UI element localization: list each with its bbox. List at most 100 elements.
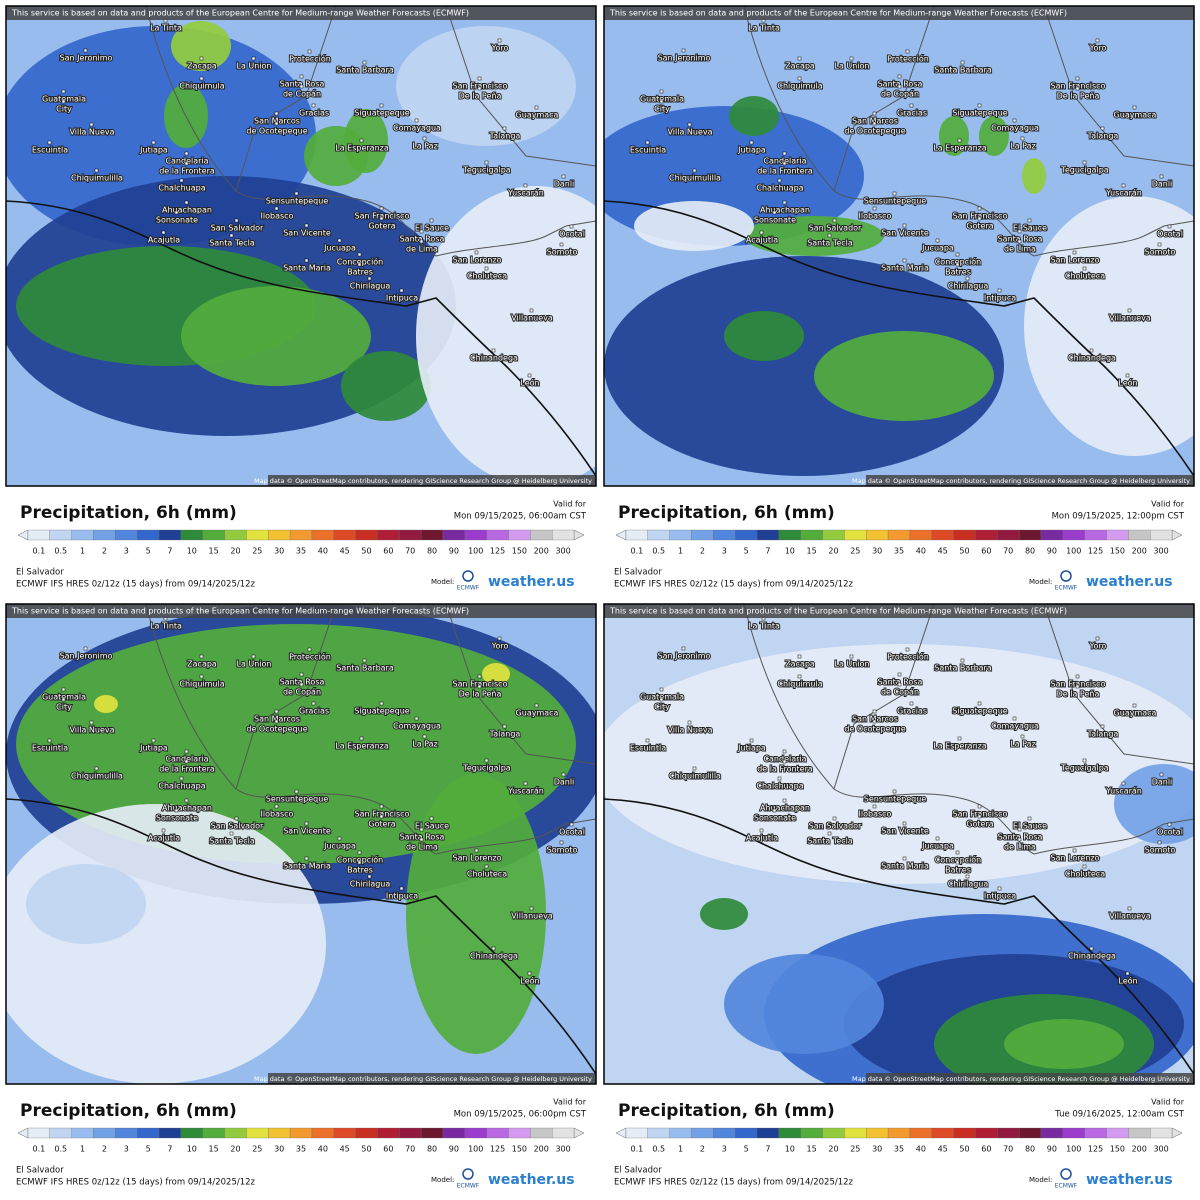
place-marker <box>523 781 528 786</box>
place-label: Chiquimulilla <box>71 772 123 781</box>
model-label: Model: <box>431 1176 454 1184</box>
place-label: Acajutla <box>746 834 778 843</box>
place-marker <box>151 738 156 743</box>
place-marker <box>151 140 156 145</box>
place-label: de la Frontera <box>757 167 813 176</box>
place-marker <box>692 168 697 173</box>
place-label: Siguatepeque <box>354 707 410 716</box>
precip-area <box>396 26 576 146</box>
colorbar-swatch <box>975 1127 998 1139</box>
place-label: Sensuntepeque <box>266 795 329 804</box>
place-label: Ilobasco <box>859 810 892 819</box>
place-marker <box>184 798 189 803</box>
ecmwf-icon <box>1060 1168 1072 1180</box>
border <box>435 220 596 257</box>
place-marker <box>872 121 877 126</box>
place-marker <box>1072 848 1077 853</box>
place-label: La Union <box>834 660 869 669</box>
place-marker <box>1132 105 1137 110</box>
place-marker <box>749 738 754 743</box>
place-label: Tegucigalpa <box>1060 166 1109 175</box>
place-marker <box>83 646 88 651</box>
colorbar-tick-label: 5 <box>744 547 749 556</box>
colorbar-swatch <box>115 1127 138 1139</box>
place-marker <box>534 105 539 110</box>
place-label: Chiquimula <box>777 82 822 91</box>
place-label: Santa Barbara <box>336 66 394 75</box>
colorbar-tick-label: 125 <box>490 547 505 556</box>
colorbar-tick-label: 2 <box>700 1145 705 1154</box>
place-marker <box>527 373 532 378</box>
place-label: Siguatepeque <box>952 707 1008 716</box>
place-label: Chinandega <box>470 354 518 363</box>
place-marker <box>419 229 424 234</box>
region: El Salvador <box>614 568 662 578</box>
place-marker <box>199 674 204 679</box>
place-marker <box>1125 971 1130 976</box>
place-label: Comayagua <box>393 722 441 731</box>
place-marker <box>935 836 940 841</box>
place-marker <box>897 682 902 687</box>
place-marker <box>399 886 404 891</box>
place-label: Villa Nueva <box>667 128 712 137</box>
place-marker <box>484 266 489 271</box>
map-frame <box>603 5 1195 487</box>
place-marker <box>47 738 52 743</box>
place-label: Danli <box>1152 180 1173 189</box>
border <box>445 604 596 765</box>
place-label: de Ocotepeque <box>246 127 307 136</box>
colorbar-arrow-right <box>1171 529 1183 541</box>
colorbar-swatch <box>311 529 334 541</box>
colorbar-tick-label: 25 <box>252 1145 262 1154</box>
colorbar-arrow-left <box>17 1127 29 1139</box>
colorbar-tick-label: 15 <box>209 547 219 556</box>
place-marker <box>1089 946 1094 951</box>
place-label: Villa Nueva <box>69 128 114 137</box>
place-marker <box>749 140 754 145</box>
border <box>1033 220 1194 257</box>
place-marker <box>1027 218 1032 223</box>
place-marker <box>474 848 479 853</box>
colorbar-tick-label: 50 <box>361 547 371 556</box>
place-label: de la Frontera <box>757 765 813 774</box>
colorbar-swatch <box>530 529 553 541</box>
place-marker <box>777 178 782 183</box>
colorbar-swatch <box>1106 1127 1129 1139</box>
place-label: Talanga <box>489 132 521 141</box>
place-marker <box>422 136 427 141</box>
colorbar-swatch <box>442 529 465 541</box>
colorbar-swatch <box>735 529 758 541</box>
place-label: Zacapa <box>187 62 217 71</box>
place-marker <box>1125 373 1130 378</box>
place-label: Talanga <box>1087 132 1119 141</box>
place-label: San Lorenzo <box>452 256 501 265</box>
colorbar-swatch <box>844 529 867 541</box>
colorbar-tick-label: 80 <box>1025 1145 1035 1154</box>
place-marker <box>559 840 564 845</box>
place-marker <box>559 242 564 247</box>
place-label: Zacapa <box>785 62 815 71</box>
place-label: Ocotal <box>1157 828 1183 837</box>
colorbar-swatch <box>691 1127 714 1139</box>
place-marker <box>797 654 802 659</box>
place-marker <box>357 252 362 257</box>
colorbar-arrow-right <box>1171 1127 1183 1139</box>
place-label: Santa Tecla <box>209 239 255 248</box>
place-marker <box>274 719 279 724</box>
place-label: Yuscarán <box>1105 787 1142 796</box>
place-marker <box>523 183 528 188</box>
place-marker <box>199 76 204 81</box>
place-label: San Francisco <box>1051 82 1106 91</box>
colorbar-tick-label: 0.5 <box>652 547 665 556</box>
place-label: Villanueva <box>511 912 553 921</box>
place-label: Jucuapa <box>921 842 954 851</box>
place-marker <box>429 218 434 223</box>
precip-area <box>814 331 994 421</box>
place-label: La Paz <box>412 142 437 151</box>
place-marker <box>681 48 686 53</box>
attribution: Map data © OpenStreetMap contributors, r… <box>852 477 1190 485</box>
colorbar-swatch <box>800 529 823 541</box>
place-label: Sonsonate <box>156 216 198 225</box>
colorbar-tick-label: 100 <box>1066 1145 1081 1154</box>
place-label: Santa Maria <box>283 862 331 871</box>
